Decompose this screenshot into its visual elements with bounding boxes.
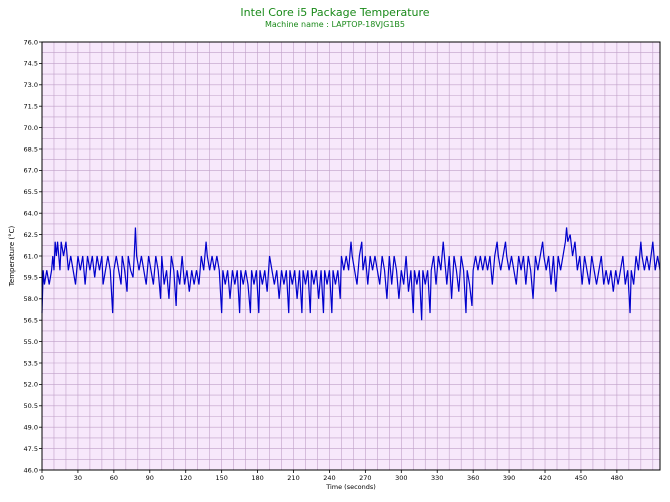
x-tick-label: 360	[467, 474, 479, 482]
y-tick-label: 71.5	[24, 103, 38, 111]
x-tick-label: 390	[503, 474, 515, 482]
x-tick-label: 180	[251, 474, 263, 482]
axis-ticks: 0 30 60 90 120 150 180 210 240 270 300 330 360 390 420…	[24, 38, 624, 482]
y-tick-label: 50.5	[24, 402, 38, 410]
y-tick-label: 65.5	[24, 188, 38, 196]
y-axis-label: Temperature (°C)	[8, 226, 16, 288]
y-tick-label: 73.0	[24, 81, 38, 89]
series-group	[41, 227, 661, 321]
y-tick-label: 74.5	[24, 60, 38, 68]
y-tick-label: 49.0	[24, 424, 38, 432]
x-tick-label: 270	[359, 474, 371, 482]
chart-subtitle: Machine name : LAPTOP-18VJG1B5	[264, 20, 406, 29]
temperature-series-line	[41, 227, 661, 321]
y-tick-label: 76.0	[24, 38, 38, 46]
x-tick-label: 30	[74, 474, 82, 482]
y-tick-label: 58.0	[24, 295, 38, 303]
x-tick-label: 150	[215, 474, 227, 482]
x-tick-label: 450	[575, 474, 587, 482]
y-tick-label: 59.5	[24, 274, 38, 282]
grid-lines	[41, 41, 660, 471]
y-tick-label: 53.5	[24, 359, 38, 367]
y-tick-label: 64.0	[24, 210, 38, 218]
x-tick-label: 0	[40, 474, 44, 482]
x-tick-label: 90	[146, 474, 154, 482]
x-tick-label: 240	[323, 474, 335, 482]
y-tick-label: 55.0	[24, 338, 38, 346]
y-tick-label: 67.0	[24, 167, 38, 175]
y-tick-label: 68.5	[24, 145, 38, 153]
chart-title: Intel Core i5 Package Temperature	[240, 6, 430, 19]
y-tick-label: 46.0	[24, 466, 38, 474]
y-tick-label: 47.5	[24, 445, 38, 453]
x-tick-label: 480	[611, 474, 623, 482]
y-tick-label: 52.0	[24, 381, 38, 389]
plot-border	[41, 41, 661, 471]
x-tick-label: 210	[287, 474, 299, 482]
y-tick-label: 61.0	[24, 252, 38, 260]
x-tick-label: 120	[180, 474, 192, 482]
x-tick-label: 300	[395, 474, 407, 482]
x-tick-label: 420	[539, 474, 551, 482]
y-tick-label: 56.5	[24, 317, 38, 325]
x-tick-label: 330	[431, 474, 443, 482]
y-tick-label: 70.0	[24, 124, 38, 132]
x-tick-label: 60	[110, 474, 118, 482]
y-tick-label: 62.5	[24, 231, 38, 239]
x-axis-label: Time (seconds)	[325, 483, 376, 491]
